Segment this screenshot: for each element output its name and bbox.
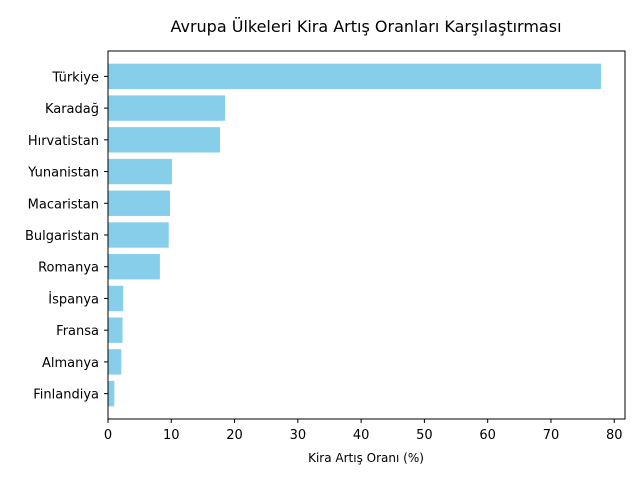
bar-9 [108, 349, 122, 375]
x-tick-label: 0 [104, 428, 112, 443]
x-tick-label: 10 [163, 428, 180, 443]
bar-2 [108, 127, 221, 153]
x-tick-label: 40 [353, 428, 370, 443]
y-tick-label: Macaristan [28, 197, 99, 212]
x-tick-label: 70 [543, 428, 560, 443]
y-tick-label: Romanya [38, 261, 99, 276]
bar-4 [108, 190, 171, 216]
bar-3 [108, 158, 172, 185]
x-tick-label: 30 [290, 428, 307, 443]
x-tick-label: 60 [479, 428, 496, 443]
plot-frame [107, 50, 626, 420]
x-tick-label: 80 [606, 428, 623, 443]
bar-5 [108, 222, 169, 248]
y-tick-label: Finlandiya [33, 388, 99, 403]
y-tick-label: Almanya [42, 356, 99, 371]
bar-10 [108, 380, 115, 407]
y-tick-label: Türkiye [51, 70, 99, 85]
bar-0 [108, 63, 601, 90]
x-tick-label: 50 [416, 428, 433, 443]
bar-6 [108, 254, 160, 280]
bar-7 [108, 285, 124, 312]
bar-8 [108, 317, 123, 343]
y-tick-label: Fransa [56, 324, 99, 339]
y-tick-label: Yunanistan [27, 166, 99, 181]
x-tick-label: 20 [226, 428, 243, 443]
y-axis-ticks: Türkiye Karadağ Hırvatistan Yunanistan Macar… [25, 70, 108, 403]
y-tick-label: Bulgaristan [25, 229, 99, 244]
x-axis-ticks: 0 10 20 30 40 50 60 70 80 [104, 419, 623, 443]
x-axis-label: Kira Artış Oranı (%) [308, 451, 424, 465]
y-tick-label: İspanya [48, 291, 99, 307]
bars [108, 63, 601, 407]
y-tick-label: Karadağ [45, 102, 99, 117]
chart-title: Avrupa Ülkeleri Kira Artış Oranları Karş… [170, 17, 561, 36]
y-tick-label: Hırvatistan [28, 134, 99, 149]
bar-1 [108, 95, 226, 121]
